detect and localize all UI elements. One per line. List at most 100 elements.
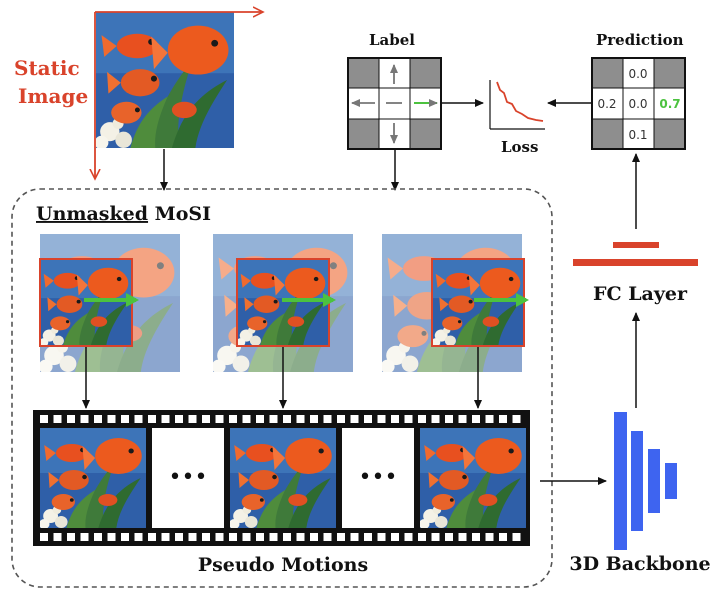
film-sprocket-hole — [175, 415, 183, 423]
film-sprocket-hole — [161, 415, 170, 423]
film-sprocket-hole — [256, 415, 264, 423]
film-sprocket-hole — [337, 415, 345, 423]
mosi-frame-1 — [39, 234, 180, 372]
film-sprocket-hole — [445, 533, 453, 541]
static-image-label-line2: Image — [18, 84, 88, 108]
film-sprocket-hole — [175, 533, 183, 541]
film-sprocket-hole — [94, 533, 102, 541]
film-sprocket-hole — [94, 415, 102, 423]
film-sprocket-hole — [107, 415, 116, 423]
film-sprocket-hole — [431, 415, 440, 423]
film-sprocket-hole — [40, 533, 48, 541]
film-sprocket-hole — [269, 415, 278, 423]
backbone-label: 3D Backbone — [569, 553, 710, 575]
backbone-icon — [614, 412, 677, 550]
prediction-grid — [591, 57, 686, 150]
film-sprocket-hole — [202, 415, 210, 423]
film-sprocket-hole — [269, 533, 278, 541]
film-sprocket-hole — [458, 415, 467, 423]
loss-plot — [489, 80, 545, 130]
mosi-title-underlined: Unmasked — [36, 203, 148, 225]
static-image — [96, 12, 234, 148]
prediction-up-value: 0.0 — [628, 67, 647, 81]
loss-label: Loss — [501, 138, 538, 156]
film-sprocket-hole — [458, 533, 467, 541]
film-sprocket-hole — [472, 533, 480, 541]
film-sprocket-hole — [485, 415, 494, 423]
fc-layer-label: FC Layer — [593, 283, 688, 305]
film-sprocket-hole — [53, 533, 62, 541]
film-ellipsis-1: ••• — [169, 465, 208, 490]
film-sprocket-hole — [296, 415, 305, 423]
film-sprocket-hole — [107, 533, 116, 541]
static-image-label-line1: Static — [14, 56, 80, 80]
pseudo-motions-label: Pseudo Motions — [198, 554, 368, 576]
film-sprocket-hole — [53, 415, 62, 423]
fc-layer-icon — [573, 242, 698, 266]
film-sprocket-hole — [134, 533, 143, 541]
film-frame-3 — [420, 428, 526, 528]
film-sprocket-hole — [472, 415, 480, 423]
film-sprocket-hole — [364, 533, 372, 541]
film-sprocket-hole — [80, 415, 89, 423]
loss-curve — [496, 81, 544, 122]
film-sprocket-hole — [512, 415, 521, 423]
mosi-frame-3 — [382, 234, 529, 372]
film-sprocket-hole — [418, 415, 426, 423]
film-sprocket-hole — [161, 533, 170, 541]
film-sprocket-hole — [323, 533, 332, 541]
film-sprocket-hole — [296, 533, 305, 541]
film-sprocket-hole — [323, 415, 332, 423]
film-sprocket-hole — [499, 415, 507, 423]
film-sprocket-hole — [148, 415, 156, 423]
film-sprocket-hole — [418, 533, 426, 541]
film-blank-2 — [342, 428, 414, 528]
film-sprocket-hole — [377, 533, 386, 541]
prediction-right-value: 0.7 — [659, 97, 680, 111]
film-sprocket-hole — [445, 415, 453, 423]
mosi-frame-2 — [213, 234, 353, 372]
film-sprocket-hole — [350, 533, 359, 541]
film-sprocket-hole — [215, 415, 224, 423]
film-sprocket-hole — [310, 533, 318, 541]
film-sprocket-hole — [188, 415, 197, 423]
static-image-panel — [95, 12, 262, 178]
film-sprocket-hole — [499, 533, 507, 541]
film-sprocket-hole — [391, 533, 399, 541]
film-sprocket-hole — [310, 415, 318, 423]
film-frame-1 — [40, 428, 146, 528]
label-title: Label — [369, 31, 415, 49]
film-sprocket-hole — [229, 533, 237, 541]
film-sprocket-hole — [256, 533, 264, 541]
prediction-left-value: 0.2 — [597, 97, 616, 111]
prediction-title: Prediction — [596, 31, 684, 49]
label-grid — [347, 57, 442, 150]
film-sprocket-hole — [134, 415, 143, 423]
film-frame-2 — [230, 428, 336, 528]
mosi-title: Unmasked MoSI — [36, 203, 211, 225]
film-blank-1 — [152, 428, 224, 528]
film-sprocket-hole — [148, 533, 156, 541]
film-sprocket-hole — [283, 533, 291, 541]
film-sprocket-hole — [512, 533, 521, 541]
film-sprocket-hole — [431, 533, 440, 541]
film-sprocket-hole — [40, 415, 48, 423]
film-ellipsis-2: ••• — [359, 465, 398, 490]
film-sprocket-hole — [485, 533, 494, 541]
mosi-title-rest: MoSI — [148, 203, 211, 225]
film-sprocket-hole — [404, 415, 413, 423]
film-sprocket-hole — [229, 415, 237, 423]
film-sprocket-hole — [364, 415, 372, 423]
film-sprocket-hole — [202, 533, 210, 541]
film-sprocket-hole — [67, 533, 75, 541]
film-sprocket-hole — [121, 533, 129, 541]
film-sprocket-hole — [377, 415, 386, 423]
film-sprocket-hole — [283, 415, 291, 423]
film-sprocket-hole — [391, 415, 399, 423]
film-sprocket-hole — [67, 415, 75, 423]
film-sprocket-hole — [350, 415, 359, 423]
film-sprocket-hole — [337, 533, 345, 541]
film-sprocket-hole — [242, 533, 251, 541]
film-strip — [33, 410, 530, 546]
film-sprocket-hole — [188, 533, 197, 541]
